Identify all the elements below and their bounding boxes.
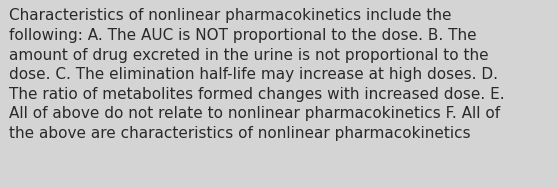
Text: Characteristics of nonlinear pharmacokinetics include the
following: A. The AUC : Characteristics of nonlinear pharmacokin… (9, 8, 505, 141)
